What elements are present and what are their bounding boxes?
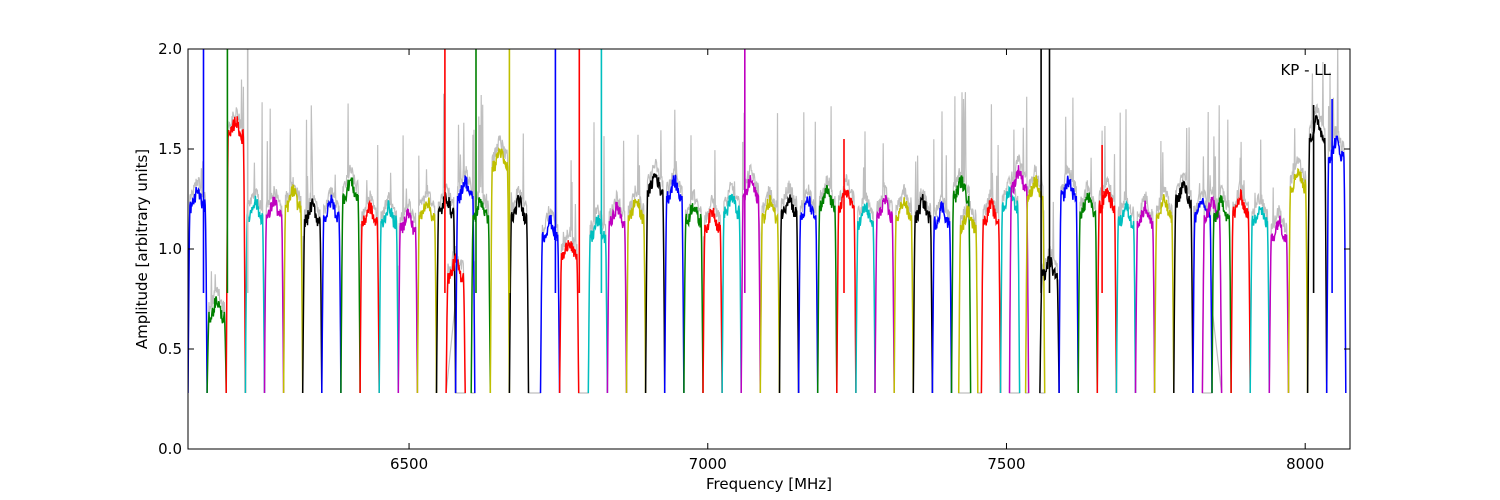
series-line-36 (874, 194, 895, 394)
plot-area (188, 49, 1350, 449)
series-line-24 (644, 173, 666, 394)
series-line-62 (1325, 135, 1347, 394)
series-line-22 (606, 201, 628, 394)
series-line-32 (797, 196, 819, 394)
series-line-17 (489, 147, 511, 394)
series-line-53 (1173, 179, 1194, 394)
series-line-42 (980, 197, 1002, 394)
series-line-8 (340, 177, 361, 394)
x-axis-ticks: 6500 7000 7500 8000 (390, 49, 1324, 473)
series-line-7 (321, 194, 342, 394)
series-line-48 (1077, 192, 1099, 394)
x-tick-label-1: 7000 (689, 455, 727, 473)
series-line-14 (445, 252, 466, 394)
series-line-11 (397, 207, 419, 394)
y-tick-label-3: 1.5 (158, 140, 182, 158)
series-line-51 (1134, 200, 1156, 394)
series-line-60 (1287, 167, 1309, 394)
x-tick-label-0: 6500 (390, 455, 428, 473)
series-line-61 (1306, 114, 1328, 394)
series-line-47 (1058, 175, 1079, 394)
series-line-16 (470, 197, 492, 394)
series-line-57 (1230, 188, 1251, 394)
series-line-6 (301, 198, 323, 394)
series-line-19 (539, 214, 561, 394)
y-tick-label-1: 0.5 (158, 340, 182, 358)
series-line-38 (912, 194, 934, 394)
series-line-37 (893, 197, 915, 394)
x-tick-label-3: 8000 (1286, 455, 1324, 473)
series-line-52 (1153, 194, 1175, 394)
series-line-58 (1249, 206, 1271, 394)
series-line-40 (950, 175, 972, 394)
series-line-21 (587, 215, 609, 394)
series-line-25 (663, 174, 685, 394)
series-line-27 (702, 207, 723, 394)
series-line-28 (721, 193, 742, 394)
raw-trace-line (188, 49, 1347, 394)
series-line-41 (957, 205, 979, 394)
series-line-3 (244, 195, 266, 394)
y-tick-label-0: 0.0 (158, 440, 182, 458)
series-line-33 (816, 184, 838, 394)
spike-layer (202, 49, 1333, 293)
series-line-9 (359, 199, 380, 394)
series-line-15 (454, 174, 476, 394)
y-tick-label-2: 1.0 (158, 240, 182, 258)
raw-trace-layer (188, 49, 1347, 394)
y-axis-ticks: 0.0 0.5 1.0 1.5 2.0 (158, 40, 1350, 458)
series-line-20 (558, 240, 580, 394)
series-line-49 (1096, 187, 1118, 394)
x-axis-label: Frequency [MHz] (706, 475, 832, 493)
series-line-59 (1268, 215, 1290, 394)
series-line-31 (778, 194, 800, 394)
series-line-1 (206, 296, 227, 394)
series-line-34 (836, 188, 857, 394)
baseline-annotation: KP - LL (1280, 61, 1331, 79)
series-line-18 (508, 194, 530, 394)
series-line-2 (225, 116, 247, 394)
series-line-26 (683, 203, 704, 394)
series-line-39 (931, 200, 953, 394)
series-line-56 (1211, 195, 1232, 394)
series-line-43 (999, 185, 1021, 394)
series-line-44 (1008, 165, 1030, 394)
x-tick-label-2: 7500 (987, 455, 1025, 473)
series-line-13 (435, 191, 457, 394)
series-line-10 (378, 200, 400, 394)
series-line-4 (263, 196, 285, 394)
series-line-12 (416, 197, 438, 394)
series-line-35 (855, 202, 876, 394)
y-axis-label: Amplitude [arbitrary units] (133, 149, 151, 349)
series-line-50 (1115, 199, 1137, 394)
series-line-23 (625, 198, 647, 394)
y-tick-label-4: 2.0 (158, 40, 182, 58)
series-line-5 (282, 183, 304, 394)
series-line-30 (759, 194, 781, 394)
